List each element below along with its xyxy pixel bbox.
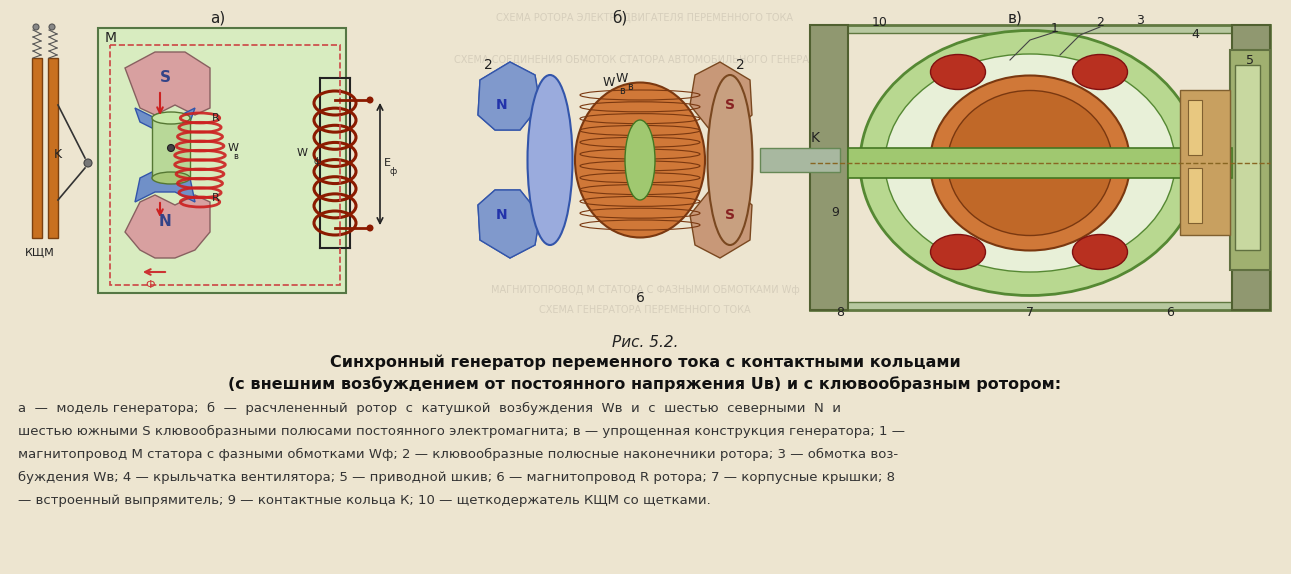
Text: СХЕМА ГЕНЕРАТОРА ПЕРЕМЕННОГО ТОКА: СХЕМА ГЕНЕРАТОРА ПЕРЕМЕННОГО ТОКА [540, 305, 751, 315]
Text: ф: ф [312, 157, 320, 166]
Text: буждения Wв; 4 — крыльчатка вентилятора; 5 — приводной шкив; 6 — магнитопровод R: буждения Wв; 4 — крыльчатка вентилятора;… [18, 471, 895, 484]
Text: 9: 9 [831, 205, 839, 219]
Text: 6: 6 [1166, 305, 1174, 319]
Bar [809, 25, 1270, 310]
Text: 4: 4 [1192, 29, 1199, 41]
Circle shape [168, 145, 174, 152]
Polygon shape [478, 62, 540, 130]
Ellipse shape [931, 235, 985, 270]
Ellipse shape [574, 83, 705, 238]
Text: W: W [603, 76, 615, 88]
Ellipse shape [930, 76, 1130, 250]
Text: СХЕМА СОЕДИНЕНИЯ ОБМОТОК СТАТОРА АВТОМОБИЛЬНОГО ГЕНЕРАТОРА: СХЕМА СОЕДИНЕНИЯ ОБМОТОК СТАТОРА АВТОМОБ… [454, 55, 835, 65]
Bar [0, 318, 1291, 574]
Text: 10: 10 [871, 15, 888, 29]
Ellipse shape [152, 112, 190, 124]
Text: б): б) [612, 10, 627, 26]
Text: ф: ф [389, 167, 396, 176]
Bar [1188, 100, 1202, 155]
Ellipse shape [152, 172, 190, 184]
Bar [848, 148, 1232, 178]
Text: 2: 2 [1096, 17, 1104, 29]
Polygon shape [125, 52, 210, 115]
Circle shape [49, 24, 56, 30]
Text: K: K [811, 131, 820, 145]
Bar [809, 25, 848, 310]
Text: в: в [627, 82, 633, 92]
Text: S: S [726, 208, 735, 222]
Text: (с внешним возбуждением от постоянного напряжения Uв) и с клювообразным ротором:: (с внешним возбуждением от постоянного н… [229, 376, 1061, 391]
Circle shape [367, 224, 373, 231]
Text: СХЕМА РОТОРА ЭЛЕКТРОДВИГАТЕЛЯ ПЕРЕМЕННОГО ТОКА: СХЕМА РОТОРА ЭЛЕКТРОДВИГАТЕЛЯ ПЕРЕМЕННОГ… [497, 13, 794, 23]
Text: 2: 2 [736, 58, 745, 72]
Text: шестью южными S клювообразными полюсами постоянного электромагнита; в — упрощенн: шестью южными S клювообразными полюсами … [18, 425, 905, 438]
Text: 1: 1 [1051, 21, 1059, 34]
Ellipse shape [948, 91, 1113, 235]
Bar [152, 118, 190, 178]
Ellipse shape [1073, 55, 1127, 90]
Polygon shape [478, 62, 540, 130]
Text: N: N [159, 215, 172, 230]
Text: S: S [726, 98, 735, 112]
Bar [1235, 65, 1260, 250]
Text: в: в [232, 152, 238, 161]
Text: M: M [105, 31, 117, 45]
Bar [1230, 50, 1270, 270]
Text: 7: 7 [1026, 305, 1034, 319]
Text: МАГНИТОПРОВОД M СТАТОРА С ФАЗНЫМИ ОБМОТКАМИ Wф: МАГНИТОПРОВОД M СТАТОРА С ФАЗНЫМИ ОБМОТК… [491, 285, 799, 295]
Bar [48, 58, 58, 238]
Ellipse shape [931, 55, 985, 90]
Text: КЩМ: КЩМ [25, 247, 56, 257]
Text: N: N [496, 98, 507, 112]
Text: W: W [616, 72, 629, 84]
Text: E: E [383, 158, 391, 168]
Polygon shape [478, 190, 540, 258]
Text: W: W [297, 148, 309, 158]
Bar [760, 148, 840, 172]
Circle shape [84, 159, 92, 167]
Ellipse shape [1073, 235, 1127, 270]
Text: 6: 6 [635, 291, 644, 305]
Text: — встроенный выпрямитель; 9 — контактные кольца К; 10 — щеткодержатель КЩМ со ще: — встроенный выпрямитель; 9 — контактные… [18, 494, 711, 507]
Ellipse shape [707, 75, 753, 245]
Bar [1232, 25, 1270, 310]
Bar [1180, 90, 1230, 235]
Text: магнитопровод М статора с фазными обмотками Wф; 2 — клювообразные полюсные након: магнитопровод М статора с фазными обмотк… [18, 448, 899, 461]
Text: в: в [618, 86, 625, 96]
Ellipse shape [886, 54, 1175, 272]
Text: Ф: Ф [146, 280, 155, 290]
Circle shape [367, 96, 373, 103]
Bar [32, 58, 43, 238]
Text: K: K [54, 149, 62, 161]
Text: в): в) [1007, 10, 1022, 25]
Text: S: S [160, 71, 170, 86]
Text: 3: 3 [1136, 14, 1144, 26]
Text: N: N [496, 208, 507, 222]
Bar [1188, 168, 1202, 223]
Bar [110, 45, 340, 285]
Text: а  —  модель генератора;  б  —  расчлененный  ротор  с  катушкой  возбуждения  W: а — модель генератора; б — расчлененный … [18, 402, 840, 415]
Text: Синхронный генератор переменного тока с контактными кольцами: Синхронный генератор переменного тока с … [329, 355, 961, 370]
Text: W: W [229, 143, 239, 153]
Ellipse shape [860, 30, 1201, 296]
Text: 2: 2 [484, 58, 492, 72]
Text: 5: 5 [1246, 53, 1254, 67]
Bar [98, 28, 346, 293]
Polygon shape [136, 108, 195, 132]
Bar [818, 33, 1263, 302]
Polygon shape [689, 62, 751, 130]
Text: R: R [212, 193, 219, 203]
Polygon shape [136, 168, 195, 202]
Polygon shape [125, 195, 210, 258]
Circle shape [34, 24, 39, 30]
Text: R: R [212, 113, 219, 123]
Text: Рис. 5.2.: Рис. 5.2. [612, 335, 678, 350]
Text: а): а) [210, 10, 226, 25]
Text: 8: 8 [837, 305, 844, 319]
Polygon shape [689, 190, 751, 258]
Polygon shape [478, 190, 540, 258]
Ellipse shape [625, 120, 655, 200]
Ellipse shape [528, 75, 572, 245]
